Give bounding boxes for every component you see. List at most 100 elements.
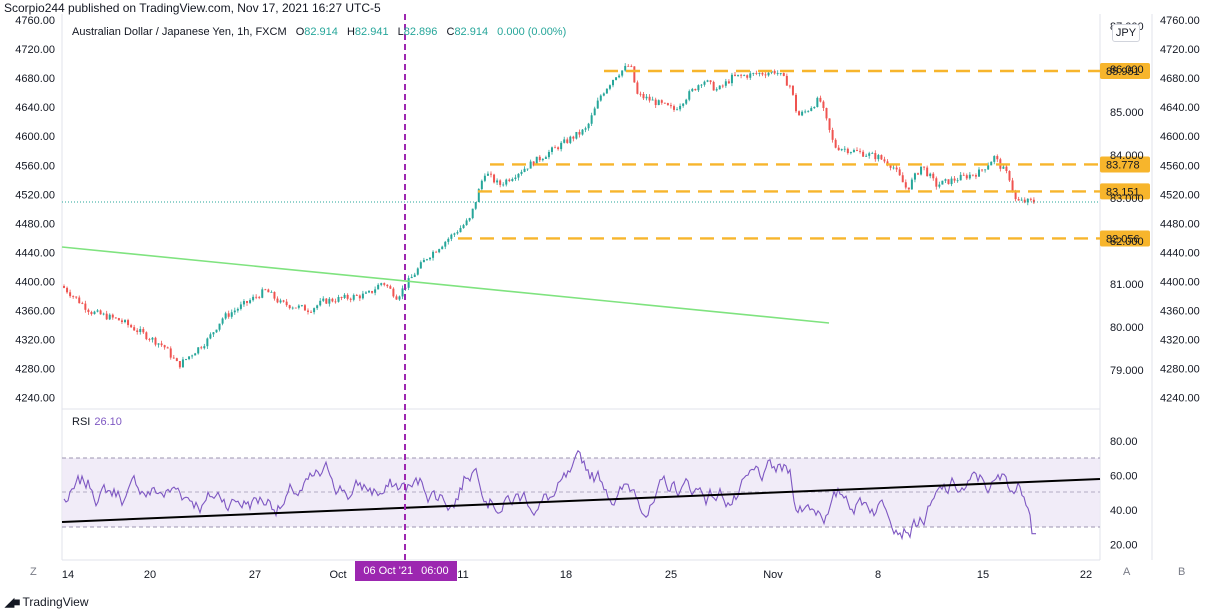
candle-body [96,310,99,312]
candle-body [75,296,78,298]
price-y-tick: 85.000 [1110,107,1144,119]
currency-badge[interactable]: JPY [1112,24,1140,42]
candle-body [639,93,642,95]
candle-body [694,88,697,91]
candle-body [102,313,105,315]
rsi-legend[interactable]: RSI 26.10 [72,416,122,428]
candle-body [712,81,715,91]
level-badge-label: 85.951 [1106,66,1140,78]
candle-body [746,75,749,78]
price-trendline[interactable] [61,246,830,324]
candle-body [612,79,614,86]
candle-body [633,66,636,83]
candle-body [114,317,117,319]
candle-body [200,347,203,349]
scale-b-button[interactable]: B [1178,566,1186,578]
candle-body [236,308,239,311]
candle-body [541,158,544,161]
candle-body [776,73,779,74]
candle-body [127,320,130,326]
crosshair-date-badge: 06 Oct '21 06:00 [355,561,457,581]
candle-body [642,94,645,99]
tradingview-logo[interactable]: ◢■ TradingView [5,595,89,609]
candle-body [133,327,136,331]
x-axis-tick: 11 [457,569,468,581]
candle-body [511,179,514,182]
candle-body [676,109,679,111]
low-label: L [397,26,404,38]
candle-body [715,89,718,91]
candle-body [239,304,242,309]
candle-body [361,293,364,299]
candle-body [383,283,386,285]
price-y-tick: 82.000 [1110,236,1144,248]
candle-body [679,105,682,110]
candle-body [859,150,862,152]
auto-scale-button[interactable]: A [1123,566,1131,578]
candle-body [279,300,282,303]
candle-body [520,171,523,174]
candle-body [233,310,236,313]
price-y-tick: 79.000 [1110,365,1144,377]
candle-body [904,182,907,188]
rsi-y-tick: 60.00 [1110,470,1138,482]
rsi-value: 26.10 [94,416,122,428]
candle-body [648,96,651,101]
candle-body [194,353,197,356]
left-y-tick: 4240.00 [15,393,55,405]
candle-body [72,296,75,297]
candle-body [401,288,404,297]
candle-body [618,75,621,78]
candle-body [917,173,919,175]
candle-body [987,165,990,170]
candle-body [990,161,993,166]
publisher-line: Scorpio244 published on TradingView.com,… [4,1,381,15]
candle-body [657,100,660,106]
candle-body [300,305,303,307]
left-y-tick: 4640.00 [15,102,55,114]
candle-body [212,332,215,335]
level-badge-bg [1100,183,1150,200]
candle-body [105,313,108,320]
candle-body [490,173,492,175]
candle-body [758,73,761,74]
candle-body [493,174,496,183]
candle-body [822,101,825,109]
candle-body [877,155,880,160]
candle-body [602,93,605,96]
high-value: 82.941 [354,26,389,38]
candle-body [316,305,319,309]
right-y-tick: 4360.00 [1160,306,1200,318]
candle-body [1020,199,1023,201]
candle-body [956,180,959,182]
candle-body [673,106,675,110]
candle-body [935,178,938,187]
candle-body [669,105,672,107]
candle-body [569,136,572,143]
candle-body [355,295,358,296]
candle-body [340,296,343,298]
candle-body [654,99,657,106]
rsi-label: RSI [72,416,91,428]
candle-body [581,129,584,135]
candle-body [700,84,703,86]
candle-body [465,220,468,226]
rsi-trendline[interactable] [61,478,1101,523]
candle-body [874,153,877,160]
candle-body [862,151,865,157]
candle-body [517,173,520,178]
candle-body [547,151,550,158]
candle-body [111,314,114,318]
change-value: 0.000 (0.00%) [497,26,567,38]
candle-body [157,343,160,345]
candle-body [84,303,87,310]
candle-body [834,139,837,148]
left-y-tick: 4360.00 [15,306,55,318]
symbol-title[interactable]: Australian Dollar / Japanese Yen, 1h, FX… [72,26,287,38]
candle-body [749,73,752,78]
timezone-button[interactable]: Z [30,566,37,578]
candle-body [331,298,334,302]
candle-body [142,329,145,333]
candle-body [468,218,471,221]
